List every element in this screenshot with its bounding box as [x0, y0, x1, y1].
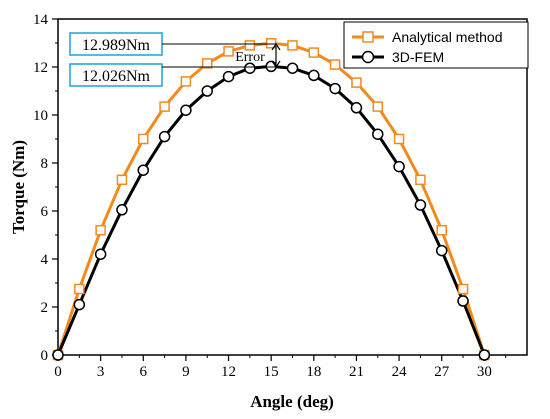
- analytical-point: [329, 59, 341, 70]
- fem-point: [137, 164, 150, 176]
- fem-point: [265, 60, 277, 73]
- fem-point: [286, 62, 299, 74]
- analytical-point: [351, 77, 362, 88]
- x-axis-title: Angle (deg): [250, 392, 334, 411]
- analytical-point: [393, 133, 405, 145]
- fem-point: [350, 102, 363, 114]
- analytical-point: [265, 38, 277, 49]
- legend-analytical-label: Analytical method: [392, 29, 503, 45]
- series-layer: [52, 38, 491, 361]
- error-label: Error: [235, 50, 265, 65]
- analytical-point: [287, 40, 298, 51]
- analytical-point: [95, 224, 106, 236]
- x-tick-label: 12: [221, 364, 236, 380]
- x-tick-label: 15: [264, 364, 279, 380]
- y-tick-label: 12: [33, 60, 48, 76]
- y-tick-label: 2: [41, 300, 49, 316]
- analytical-point: [138, 133, 149, 145]
- analytical-point: [223, 46, 234, 57]
- fem-peak-label: 12.026Nm: [82, 68, 151, 85]
- fem-point: [308, 69, 320, 82]
- fem-point: [414, 199, 427, 211]
- fem-point: [180, 104, 192, 116]
- analytical-point: [201, 58, 213, 69]
- y-tick-label: 8: [41, 156, 49, 172]
- legend-fem-marker: [361, 50, 375, 64]
- y-tick-label: 0: [41, 348, 49, 364]
- fem-point: [457, 295, 469, 307]
- y-tick-label: 4: [41, 252, 49, 268]
- legend-fem-label: 3D-FEM: [392, 49, 444, 65]
- x-tick-label: 24: [392, 364, 408, 380]
- fem-point: [94, 248, 107, 260]
- x-tick-label: 21: [349, 364, 364, 380]
- x-tick-label: 30: [477, 364, 492, 380]
- y-tick-label: 14: [33, 12, 49, 28]
- legend: Analytical method 3D-FEM: [343, 21, 529, 69]
- analytical-point: [308, 47, 320, 58]
- series-line-0: [56, 41, 486, 356]
- x-tick-label: 18: [306, 364, 321, 380]
- analytical-point: [372, 101, 384, 112]
- fem-point: [116, 204, 128, 216]
- y-axis-title: Torque (Nm): [9, 140, 28, 234]
- fem-point: [73, 298, 86, 311]
- x-tick-label: 6: [140, 364, 148, 380]
- analytical-peak-label: 12.989Nm: [82, 37, 151, 54]
- y-tick-label: 10: [33, 108, 48, 124]
- fem-point: [222, 70, 235, 83]
- fem-point: [435, 244, 448, 257]
- fem-point: [478, 349, 491, 361]
- x-tick-label: 3: [97, 364, 105, 380]
- fem-point: [393, 160, 405, 173]
- legend-box: [343, 21, 529, 69]
- fem-point: [201, 85, 213, 97]
- analytical-point: [457, 283, 469, 295]
- fem-point: [158, 130, 171, 143]
- error-arrow-head-top: [271, 42, 281, 51]
- analytical-point: [180, 76, 192, 87]
- fem-point: [329, 82, 341, 95]
- legend-analytical-marker: [362, 31, 374, 43]
- analytical-point: [436, 224, 447, 236]
- fem-point: [372, 128, 384, 140]
- analytical-point: [244, 40, 256, 51]
- x-tick-label: 27: [434, 364, 450, 380]
- fem-peak-label-box: [69, 63, 163, 87]
- fem-point: [52, 349, 64, 361]
- y-tick-label: 6: [41, 204, 49, 220]
- y-axis-ticks: 0 2 4 6 8 10 12 14: [33, 12, 58, 364]
- analytical-point: [159, 101, 170, 112]
- analytical-point: [74, 283, 85, 295]
- analytical-point: [116, 174, 128, 186]
- error-arrow-head-bottom: [271, 60, 281, 69]
- annotation-group: 12.989Nm 12.026Nm Error: [69, 32, 281, 87]
- x-tick-label: 9: [182, 364, 190, 380]
- analytical-point: [415, 174, 426, 186]
- fem-point: [244, 62, 256, 74]
- x-axis-ticks: 0 3 6 9 12 15 18 21 24 27 30: [54, 355, 507, 380]
- x-tick-label: 0: [54, 364, 62, 380]
